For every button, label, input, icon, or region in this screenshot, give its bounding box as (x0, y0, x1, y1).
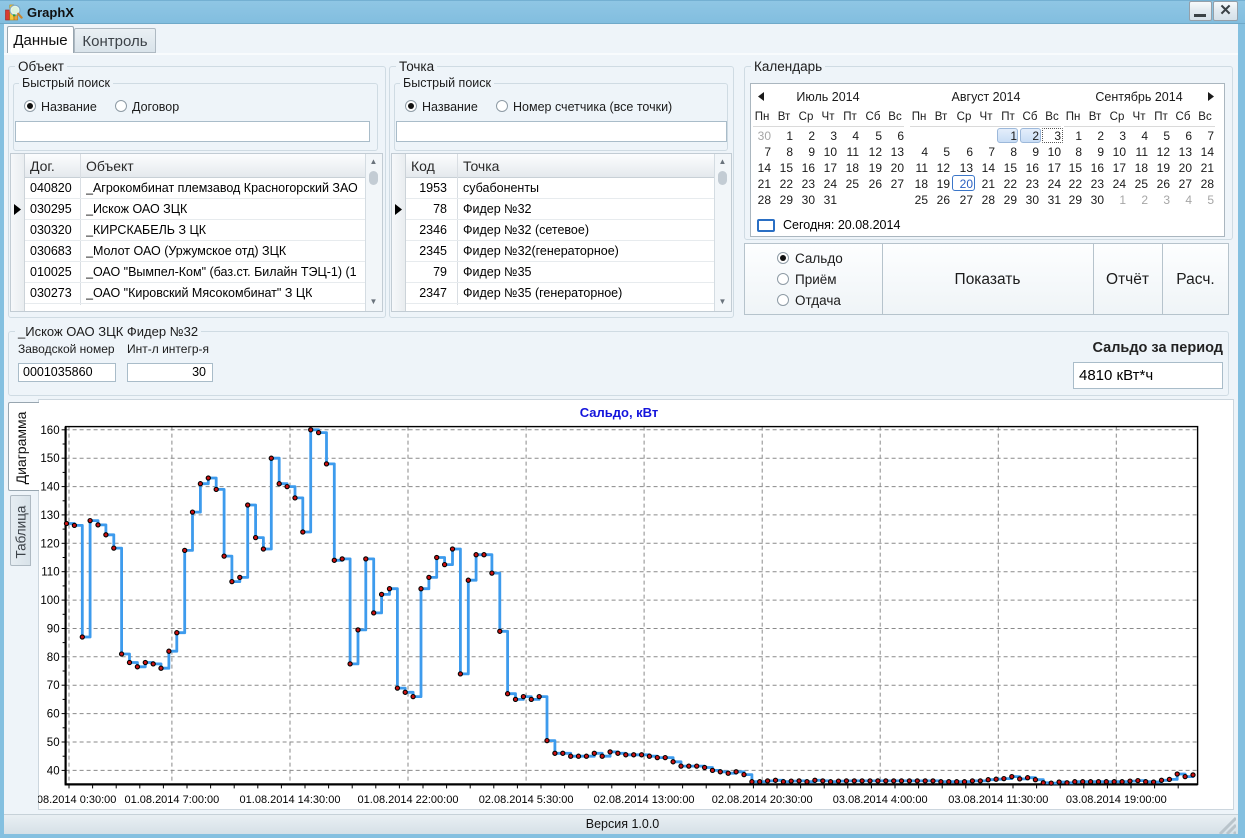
svg-text:60: 60 (47, 709, 60, 721)
svg-text:100: 100 (40, 595, 59, 607)
svg-text:80: 80 (47, 652, 60, 664)
svg-text:120: 120 (40, 538, 59, 550)
svg-text:160: 160 (40, 425, 59, 437)
svg-text:90: 90 (47, 624, 60, 636)
svg-text:150: 150 (40, 453, 59, 465)
svg-text:50: 50 (47, 737, 60, 749)
svg-text:130: 130 (40, 510, 59, 522)
svg-text:110: 110 (41, 567, 59, 579)
svg-text:01.08.2014 14:30:00: 01.08.2014 14:30:00 (240, 794, 341, 806)
svg-text:01.08.2014 22:00:00: 01.08.2014 22:00:00 (358, 794, 459, 806)
svg-text:02.08.2014 20:30:00: 02.08.2014 20:30:00 (712, 794, 813, 806)
svg-text:03.08.2014 19:00:00: 03.08.2014 19:00:00 (1066, 794, 1167, 806)
svg-text:140: 140 (40, 482, 59, 494)
svg-text:40: 40 (47, 765, 60, 777)
svg-text:02.08.2014 5:30:00: 02.08.2014 5:30:00 (479, 794, 574, 806)
svg-text:01.08.2014 7:00:00: 01.08.2014 7:00:00 (124, 794, 219, 806)
svg-text:03.08.2014 11:30:00: 03.08.2014 11:30:00 (948, 794, 1048, 806)
svg-text:02.08.2014 13:00:00: 02.08.2014 13:00:00 (594, 794, 695, 806)
svg-text:01.08.2014 0:30:00: 01.08.2014 0:30:00 (38, 794, 116, 806)
svg-text:03.08.2014 4:00:00: 03.08.2014 4:00:00 (833, 794, 928, 806)
svg-text:Сальдо, кВт: Сальдо, кВт (580, 405, 659, 420)
svg-text:70: 70 (47, 680, 60, 692)
